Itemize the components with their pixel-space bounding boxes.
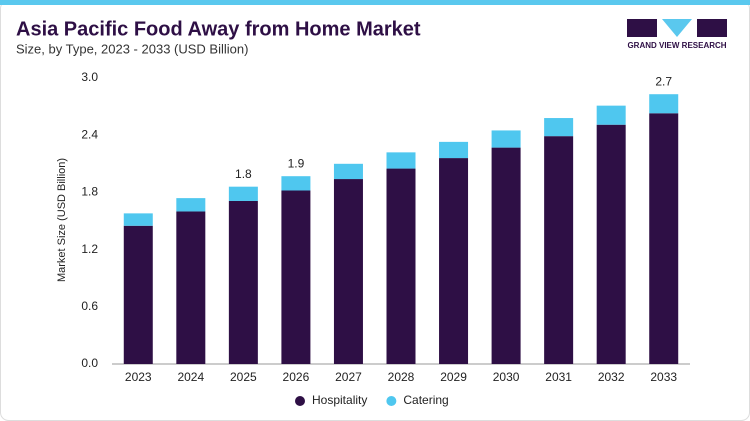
x-tick-label: 2032 (598, 370, 625, 384)
legend-label: Catering (403, 393, 448, 407)
bar-segment (439, 158, 469, 364)
top-strip (0, 0, 750, 5)
x-tick-label: 2031 (545, 370, 572, 384)
bar-segment (333, 163, 363, 180)
x-tick-label: 2025 (230, 370, 257, 384)
bar-segment (596, 124, 626, 364)
brand: GRAND VIEW RESEARCH (627, 41, 726, 50)
logo: GRAND VIEW RESEARCH (627, 19, 727, 50)
legend-marker (386, 396, 397, 406)
chart-title: Asia Pacific Food Away from Home Market (16, 18, 421, 40)
x-tick-label: 2023 (125, 370, 152, 384)
bar-segment (491, 147, 521, 364)
y-axis-title: Market Size (USD Billion) (56, 158, 68, 282)
bar-segment (491, 130, 521, 148)
bar-segment (176, 211, 206, 364)
y-tick-label: 2.4 (81, 127, 98, 141)
x-tick-label: 2026 (283, 370, 310, 384)
x-tick-label: 2029 (440, 370, 467, 384)
bar-segment (649, 113, 679, 364)
logo-block (662, 19, 692, 37)
bar-segment (228, 186, 258, 201)
logo-block (627, 19, 657, 37)
bar-segment (333, 179, 363, 364)
bar-segment (386, 168, 416, 364)
bar-segment (228, 200, 258, 364)
bar-segment (596, 105, 626, 125)
x-tick-label: 2030 (493, 370, 520, 384)
x-tick-label: 2033 (650, 370, 677, 384)
bar-segment (176, 198, 206, 212)
y-tick-label: 0.0 (81, 356, 98, 370)
bar-segment (386, 152, 416, 169)
total-label: 2.7 (655, 74, 672, 88)
bar-segment (544, 136, 574, 364)
logo-block (697, 19, 727, 37)
bar-segment (649, 94, 679, 114)
y-tick-label: 1.2 (81, 242, 98, 256)
x-tick-label: 2027 (335, 370, 362, 384)
bar-segment (123, 225, 153, 364)
total-label: 1.9 (288, 156, 305, 170)
bar-segment (544, 118, 574, 137)
legend-label: Hospitality (312, 393, 367, 407)
bar-segment (439, 141, 469, 159)
y-tick-label: 0.6 (81, 299, 98, 313)
chart-subtitle: Size, by Type, 2023 - 2033 (USD Billion) (16, 41, 248, 56)
y-tick-label: 3.0 (81, 70, 98, 84)
x-tick-label: 2024 (177, 370, 204, 384)
x-tick-label: 2028 (388, 370, 415, 384)
bar-segment (281, 176, 311, 191)
legend-marker (295, 396, 305, 406)
total-label: 1.8 (235, 167, 252, 181)
y-tick-label: 1.8 (81, 185, 98, 199)
bar-segment (123, 213, 153, 226)
bar-segment (281, 190, 311, 364)
